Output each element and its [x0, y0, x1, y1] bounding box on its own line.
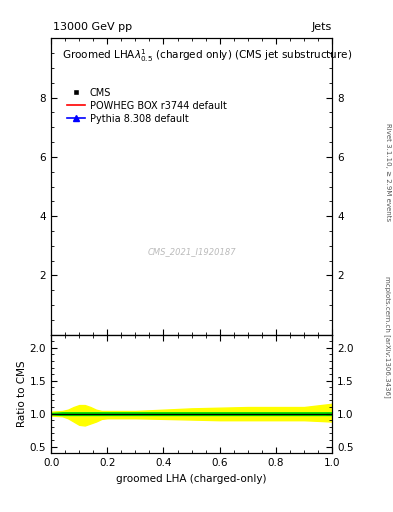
Text: CMS_2021_I1920187: CMS_2021_I1920187 [147, 247, 236, 256]
X-axis label: groomed LHA (charged-only): groomed LHA (charged-only) [116, 474, 267, 483]
Text: Groomed LHA$\lambda^{1}_{0.5}$ (charged only) (CMS jet substructure): Groomed LHA$\lambda^{1}_{0.5}$ (charged … [62, 47, 353, 64]
Y-axis label: Ratio to CMS: Ratio to CMS [17, 360, 27, 427]
Text: mcplots.cern.ch [arXiv:1306.3436]: mcplots.cern.ch [arXiv:1306.3436] [384, 276, 391, 398]
Text: Jets: Jets [311, 22, 331, 32]
Text: Rivet 3.1.10, ≥ 2.9M events: Rivet 3.1.10, ≥ 2.9M events [385, 123, 391, 221]
Legend: CMS, POWHEG BOX r3744 default, Pythia 8.308 default: CMS, POWHEG BOX r3744 default, Pythia 8.… [67, 88, 226, 123]
Text: 13000 GeV pp: 13000 GeV pp [53, 22, 132, 32]
